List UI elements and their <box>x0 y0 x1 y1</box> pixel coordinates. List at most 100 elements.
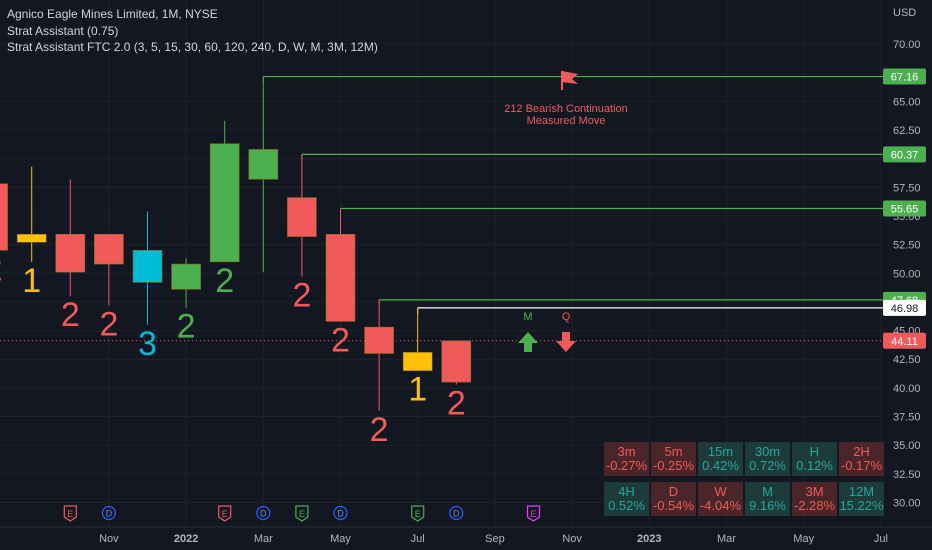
candle-body <box>132 250 163 283</box>
strat-label: 2 <box>0 250 3 288</box>
ftc-change: 15.22% <box>839 498 884 513</box>
candle: 2 <box>441 340 472 422</box>
x-tick-label: May <box>330 533 351 545</box>
price-tag-label: 67.16 <box>891 72 919 84</box>
current-price-tag: 44.11 <box>883 332 926 349</box>
x-tick-label: 2023 <box>637 533 661 545</box>
marker-q-label: Q <box>562 311 571 323</box>
candles: 212232222212 <box>0 76 472 449</box>
dividend-marker[interactable]: D <box>333 505 348 521</box>
strat-label: 1 <box>22 262 41 300</box>
ftc-change: -0.25% <box>652 458 695 473</box>
earnings-icon-letter: E <box>67 509 73 519</box>
ftc-timeframe: W <box>714 484 727 499</box>
price-tag-bg <box>883 299 926 316</box>
candle: 2 <box>325 208 356 359</box>
candle-body <box>16 233 47 243</box>
candle: 2 <box>94 233 124 343</box>
ftc-cell-3m: 3M -2.28% <box>792 482 837 516</box>
dividend-marker[interactable]: D <box>101 505 117 521</box>
dividend-icon-letter: D <box>260 509 267 519</box>
y-tick-label: 40.00 <box>893 383 921 395</box>
ftc-cell-d: D -0.54% <box>651 482 696 516</box>
candle-body <box>441 340 472 383</box>
dividend-marker[interactable]: D <box>449 505 464 521</box>
earnings-icon <box>63 505 77 522</box>
x-tick-label: Jul <box>874 533 888 545</box>
ftc-change: 9.16% <box>749 498 786 513</box>
ftc-cell-w: W -4.04% <box>698 482 743 516</box>
price-tag-label: 46.98 <box>891 303 919 315</box>
indicator-strat-assistant[interactable]: Strat Assistant (0.75) <box>7 23 119 38</box>
chart-legend: Agnico Eagle Mines Limited, 1M, NYSE Str… <box>7 6 378 56</box>
candle: 2 <box>171 258 201 346</box>
x-tick-label: Nov <box>562 533 582 545</box>
ftc-change: -0.54% <box>652 498 695 513</box>
ftc-table: 3m -0.27% 5m -0.25% 15m 0.42% 30m 0.72% H 0.12% 2H… <box>604 442 884 516</box>
x-tick-label: Nov <box>99 533 119 545</box>
dividend-marker[interactable]: D <box>256 505 271 521</box>
ftc-timeframe: M <box>762 484 773 499</box>
strat-label: 2 <box>215 262 234 300</box>
annotation-line1: 212 Bearish Continuation <box>504 103 628 115</box>
indicator-strat-ftc[interactable]: Strat Assistant FTC 2.0 (3, 5, 15, 30, 6… <box>7 40 378 54</box>
arrow-down-icon <box>556 332 576 352</box>
arrow-up-icon <box>518 332 538 352</box>
flag-icon <box>562 71 578 84</box>
y-tick-label: 35.00 <box>893 440 921 452</box>
earnings-marker[interactable]: E <box>218 505 232 522</box>
candle: 2 <box>364 299 394 449</box>
x-tick-label: Sep <box>485 533 505 545</box>
ftc-cell-h: H 0.12% <box>792 442 837 476</box>
x-tick-label: Mar <box>717 533 736 545</box>
y-tick-label: 65.00 <box>893 96 921 108</box>
earnings-icon <box>218 505 232 522</box>
earnings-marker[interactable]: E <box>63 505 77 522</box>
ftc-cell-3m: 3m -0.27% <box>604 442 649 476</box>
ftc-timeframe: 3M <box>805 484 824 499</box>
strat-label: 2 <box>177 308 196 346</box>
strat-label: 2 <box>331 321 350 359</box>
earnings-icon <box>411 505 425 522</box>
dividend-icon <box>256 505 271 521</box>
ftc-timeframe: 2H <box>853 444 870 459</box>
earnings-icon-letter: E <box>415 509 421 519</box>
candle: 2 <box>55 179 86 334</box>
strat-label: 2 <box>447 384 466 422</box>
ftc-change: 0.52% <box>608 498 645 513</box>
ftc-timeframe: 5m <box>664 444 683 459</box>
currency-label: USD <box>893 7 916 19</box>
candle-body <box>55 233 86 273</box>
candle-body <box>209 143 240 263</box>
ftc-change: -0.27% <box>605 458 648 473</box>
ftc-cell-4h: 4H 0.52% <box>604 482 649 516</box>
earnings-marker[interactable]: E <box>526 505 541 522</box>
x-axis: Nov 2022 Mar May Jul Sep Nov 2023 Mar May Jul <box>0 526 932 550</box>
ftc-cell-30m: 30m 0.72% <box>745 442 790 476</box>
ftc-timeframe: 15m <box>707 444 734 459</box>
annotation-line2: Measured Move <box>527 115 606 127</box>
earnings-icon <box>526 505 541 522</box>
price-tag: 67.16 <box>883 68 926 85</box>
strat-label: 2 <box>292 277 311 315</box>
candle-body <box>325 233 356 322</box>
earnings-icon <box>295 505 309 522</box>
dividend-icon-letter: D <box>453 509 460 519</box>
ftc-cell-5m: 5m -0.25% <box>651 442 696 476</box>
candle: 2 <box>0 183 8 288</box>
current-price-tag-bg <box>883 332 926 349</box>
ftc-timeframe: 12M <box>848 484 875 499</box>
earnings-marker[interactable]: E <box>295 505 309 522</box>
strat-label: 1 <box>408 371 427 409</box>
candle-body <box>0 183 8 251</box>
symbol-title[interactable]: Agnico Eagle Mines Limited, 1M, NYSE <box>7 7 218 21</box>
earnings-marker[interactable]: E <box>411 505 425 522</box>
x-tick-label: Mar <box>254 533 273 545</box>
candle: 1 <box>16 166 47 300</box>
candle-body <box>364 326 394 354</box>
earnings-icon-letter: E <box>530 509 536 519</box>
